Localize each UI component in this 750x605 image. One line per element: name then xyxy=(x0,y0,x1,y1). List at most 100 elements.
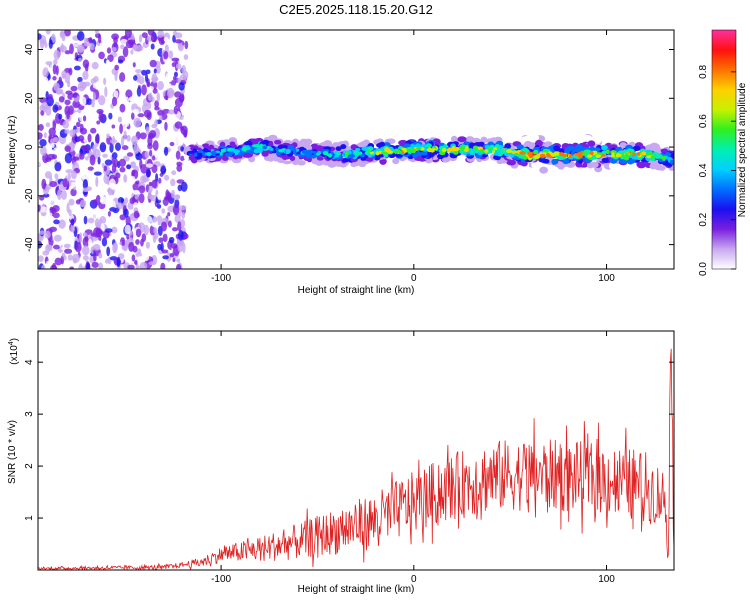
noise-speckle xyxy=(97,213,101,220)
noise-speckle xyxy=(146,112,152,121)
noise-speckle xyxy=(138,185,146,194)
ridge-cell xyxy=(187,150,194,154)
ridge-cell xyxy=(311,151,318,154)
noise-speckle xyxy=(101,237,108,247)
ridge-cell xyxy=(334,154,339,158)
noise-speckle xyxy=(42,193,50,198)
faint-speckle xyxy=(407,170,411,175)
ridge-cell xyxy=(268,134,278,141)
ridge-cell xyxy=(601,157,609,163)
ridge-cell xyxy=(573,154,579,159)
noise-speckle xyxy=(166,191,172,201)
noise-speckle xyxy=(162,108,171,114)
noise-speckle xyxy=(169,141,175,147)
ridge-cell xyxy=(374,154,381,159)
noise-speckle xyxy=(38,132,43,140)
noise-speckle xyxy=(87,133,92,143)
noise-speckle xyxy=(70,225,75,233)
noise-speckle xyxy=(82,115,87,122)
noise-speckle xyxy=(172,76,177,81)
noise-speckle xyxy=(41,264,46,269)
faint-speckle xyxy=(242,80,246,85)
ridge-cell xyxy=(470,150,475,155)
ridge-cell xyxy=(315,160,324,166)
noise-speckle xyxy=(93,76,99,83)
noise-speckle xyxy=(99,216,107,225)
noise-speckle xyxy=(160,262,166,269)
faint-speckle xyxy=(580,67,585,71)
noise-speckle xyxy=(42,67,49,78)
ridge-cell xyxy=(219,151,223,156)
faint-speckle xyxy=(338,256,342,260)
ridge-cell xyxy=(542,159,550,164)
noise-speckle xyxy=(148,86,154,91)
noise-speckle xyxy=(99,196,108,205)
ridge-cell xyxy=(446,148,452,153)
faint-speckle xyxy=(297,254,302,259)
noise-speckle xyxy=(70,181,77,188)
colorbar-tick-label: 0.6 xyxy=(698,114,709,128)
ridge-cell xyxy=(560,153,567,157)
noise-speckle xyxy=(52,244,60,250)
ridge-cell xyxy=(281,154,289,160)
noise-speckle xyxy=(66,80,71,88)
noise-speckle xyxy=(38,123,44,131)
noise-speckle xyxy=(147,92,153,101)
faint-speckle xyxy=(549,209,554,213)
noise-speckle xyxy=(127,264,135,269)
noise-speckle xyxy=(119,123,123,134)
noise-speckle xyxy=(93,171,102,176)
noise-speckle xyxy=(68,105,74,116)
ridge-cell xyxy=(601,144,608,151)
spectrogram-frame xyxy=(37,29,675,270)
noise-speckle xyxy=(48,39,53,50)
noise-speckle xyxy=(157,30,164,38)
noise-speckle xyxy=(172,204,180,216)
noise-speckle xyxy=(103,165,108,172)
noise-speckle xyxy=(54,257,63,266)
noise-speckle xyxy=(68,67,73,76)
noise-speckle xyxy=(111,157,115,165)
noise-speckle xyxy=(117,116,123,123)
colorbar-tick-label: 0.8 xyxy=(698,64,709,78)
noise-speckle xyxy=(88,149,92,157)
noise-speckle xyxy=(111,33,119,40)
faint-speckle xyxy=(421,262,425,266)
ridge-cell xyxy=(214,156,222,162)
ridge-cell xyxy=(459,150,464,154)
noise-speckle xyxy=(70,170,77,180)
noise-speckle xyxy=(182,70,189,80)
ridge-cell xyxy=(317,150,322,155)
noise-speckle xyxy=(54,173,59,180)
noise-speckle xyxy=(92,243,101,251)
ridge-cell xyxy=(670,153,674,158)
noise-speckle xyxy=(61,32,66,42)
faint-speckle xyxy=(650,236,655,241)
noise-speckle xyxy=(178,44,184,52)
noise-speckle xyxy=(136,86,142,97)
noise-speckle xyxy=(160,221,167,232)
noise-speckle xyxy=(131,135,138,146)
ridge-cell xyxy=(667,156,673,161)
ridge-cell xyxy=(450,135,458,143)
noise-speckle xyxy=(152,216,158,223)
ridge-cell xyxy=(341,157,350,163)
noise-speckle xyxy=(151,73,158,84)
ridge-cell xyxy=(650,142,659,149)
faint-speckle xyxy=(548,178,553,182)
noise-speckle xyxy=(91,98,95,108)
ridge-cell xyxy=(289,155,296,161)
ridge-cell xyxy=(636,152,641,156)
noise-speckle xyxy=(149,59,157,68)
noise-speckle xyxy=(82,255,89,262)
ridge-cell xyxy=(514,153,519,157)
ridge-cell xyxy=(429,130,439,139)
noise-speckle xyxy=(163,174,170,181)
faint-speckle xyxy=(602,30,606,33)
ridge-cell xyxy=(420,150,428,156)
ridge-cell xyxy=(601,154,606,157)
noise-speckle xyxy=(178,230,184,241)
faint-speckle xyxy=(431,224,434,228)
faint-speckle xyxy=(188,263,192,267)
faint-speckle xyxy=(414,111,419,115)
